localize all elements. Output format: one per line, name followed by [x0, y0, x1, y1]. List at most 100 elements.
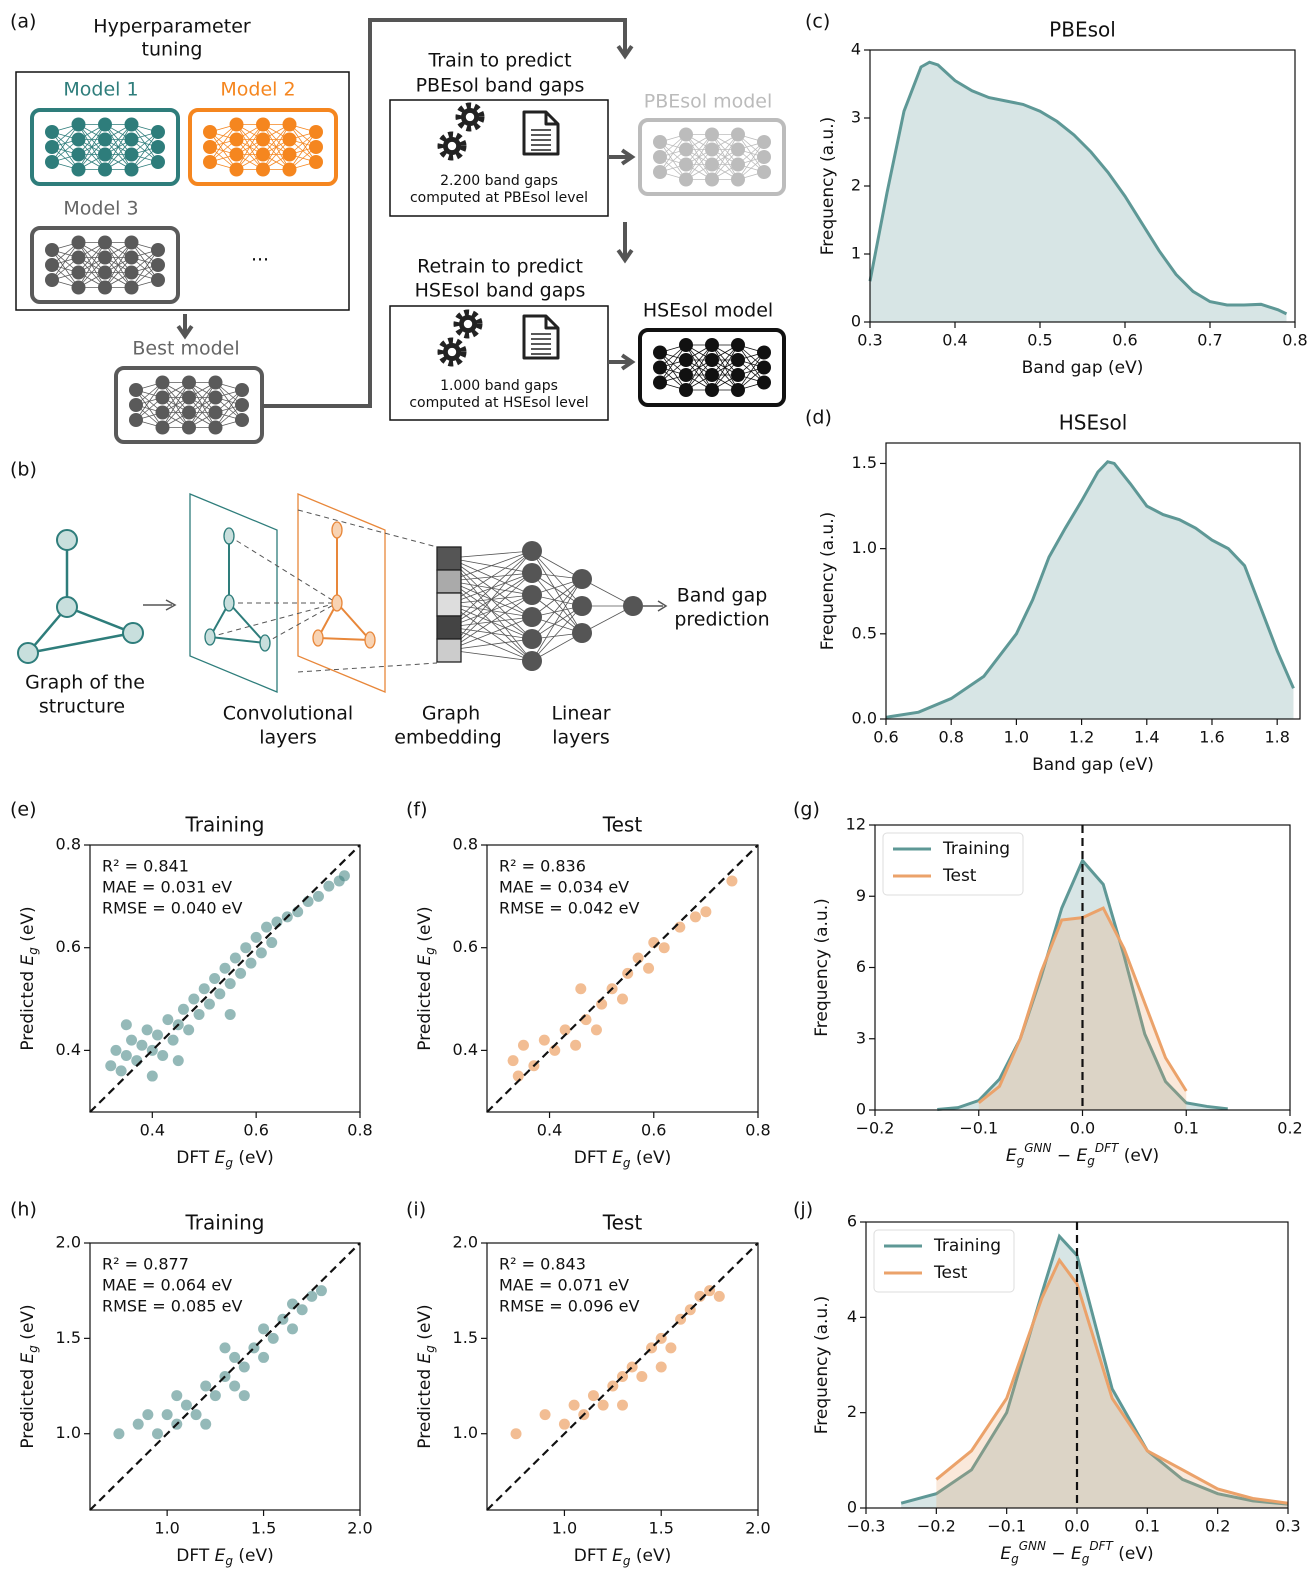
- neuron: [98, 132, 112, 147]
- annotation: R² = 0.841: [102, 857, 189, 876]
- connection: [531, 550, 583, 607]
- graph-node: [223, 594, 235, 612]
- neuron: [256, 117, 270, 132]
- panel-label: (e): [10, 799, 37, 821]
- point: [617, 993, 628, 1005]
- connection: [448, 550, 533, 628]
- point: [510, 1428, 522, 1440]
- neuron: [679, 353, 693, 367]
- graph-node: [204, 628, 216, 646]
- connection: [262, 124, 290, 170]
- connection: [659, 344, 687, 383]
- x-tick-label: 1.4: [1134, 728, 1159, 747]
- density-line: [937, 857, 1228, 1112]
- arrow-head: [620, 148, 636, 166]
- neuron: [98, 280, 112, 295]
- y-axis-label: Predicted Eg (eV): [415, 906, 437, 1050]
- area-fill: [936, 1260, 1288, 1508]
- label-part: DFT: [176, 1148, 214, 1168]
- point: [188, 993, 200, 1005]
- point: [193, 1008, 205, 1020]
- point: [570, 1039, 582, 1051]
- connection: [737, 141, 765, 180]
- graph-label: structure: [39, 696, 125, 718]
- point: [200, 1418, 212, 1430]
- panel-label: (d): [805, 407, 832, 429]
- connection: [448, 572, 533, 582]
- neuron: [705, 368, 719, 382]
- point: [617, 1399, 628, 1411]
- connection: [531, 572, 583, 634]
- graph-node: [17, 642, 39, 664]
- point: [209, 973, 221, 984]
- connection: [448, 550, 533, 582]
- neuron: [679, 142, 693, 157]
- neuron: [282, 117, 297, 132]
- neuron: [235, 413, 249, 427]
- chart-title: Test: [602, 813, 643, 837]
- arrow-head: [657, 600, 668, 612]
- neuron: [71, 147, 86, 162]
- plot-frame: [89, 844, 361, 1113]
- point: [575, 983, 587, 995]
- neuron: [653, 375, 667, 390]
- x-axis-label: Band gap (eV): [1032, 755, 1154, 775]
- plot-frame: [89, 1242, 361, 1511]
- neuron: [182, 420, 196, 435]
- neuron: [155, 405, 170, 420]
- label-part: g: [1017, 1154, 1025, 1168]
- point: [200, 1380, 212, 1392]
- model-box: [188, 108, 338, 186]
- neuron: [124, 147, 139, 162]
- point: [141, 1024, 153, 1036]
- x-axis-label: DFT Eg (eV): [176, 1148, 274, 1170]
- point: [142, 1409, 154, 1421]
- conv-plane: [189, 493, 278, 693]
- label-part: E: [612, 1546, 623, 1566]
- y-tick-label: 12: [846, 815, 866, 834]
- y-tick-label: 1.5: [56, 1328, 81, 1347]
- label-part: g: [225, 1554, 233, 1568]
- legend-label: Test: [933, 1263, 968, 1283]
- neuron: [757, 345, 771, 360]
- point: [658, 942, 670, 954]
- neuron: [71, 280, 86, 295]
- point: [162, 1014, 174, 1026]
- point: [177, 1003, 189, 1015]
- legend-label: Test: [942, 866, 977, 886]
- neuron: [572, 623, 592, 643]
- neuron: [282, 162, 297, 177]
- conv-label: layers: [259, 727, 317, 749]
- label-part: (eV): [415, 906, 435, 947]
- reference-line: [486, 844, 759, 1113]
- connection: [448, 603, 533, 662]
- point: [689, 911, 701, 923]
- point: [113, 1428, 125, 1440]
- neuron: [309, 155, 323, 169]
- point: [183, 1024, 195, 1036]
- point: [190, 1409, 202, 1421]
- label-part: (eV): [233, 1148, 274, 1168]
- connection: [531, 605, 583, 662]
- x-tick-label: −0.2: [917, 1517, 956, 1536]
- neuron: [757, 360, 771, 375]
- connection: [659, 134, 687, 173]
- neuron: [731, 127, 745, 142]
- neuron: [124, 280, 139, 295]
- y-tick-label: 4: [847, 1307, 857, 1326]
- x-tick-label: 1.8: [1264, 728, 1289, 747]
- y-tick-label: 3: [856, 1028, 866, 1047]
- point: [120, 1050, 132, 1062]
- annotation: R² = 0.843: [499, 1255, 586, 1274]
- label-part: g: [225, 1156, 233, 1170]
- label-part: DFT: [574, 1546, 612, 1566]
- point: [266, 937, 278, 949]
- neuron: [182, 375, 196, 390]
- y-tick-label: 0.4: [56, 1040, 81, 1059]
- step-box: [389, 305, 609, 421]
- y-tick-label: 0.4: [453, 1040, 478, 1059]
- point: [636, 1371, 648, 1382]
- point: [312, 890, 324, 902]
- point: [643, 962, 655, 974]
- point: [115, 1065, 127, 1077]
